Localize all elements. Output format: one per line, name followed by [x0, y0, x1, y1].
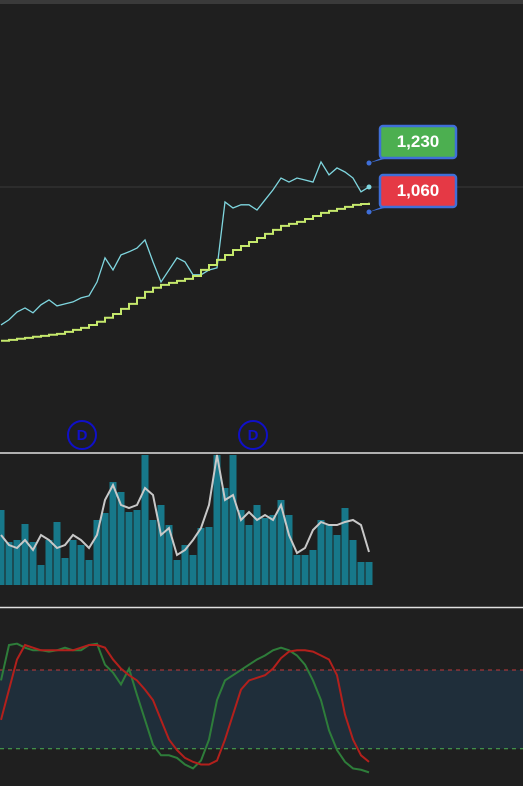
volume-bar	[357, 562, 365, 585]
volume-bar	[293, 555, 301, 585]
volume-bar	[5, 542, 13, 585]
volume-bar	[157, 505, 165, 585]
callout-box	[378, 124, 458, 160]
volume-bar	[101, 513, 109, 585]
volume-bar	[149, 520, 157, 585]
volume-bar	[317, 520, 325, 585]
callout-label: 1,060	[397, 181, 440, 200]
volume-bar	[69, 540, 77, 585]
volume-bar	[117, 492, 125, 585]
top-bar	[0, 0, 523, 4]
volume-bar	[261, 518, 269, 585]
volume-bar	[0, 510, 5, 585]
volume-bar	[197, 528, 205, 585]
volume-bar	[269, 515, 277, 585]
volume-bar	[165, 525, 173, 585]
volume-bar	[349, 540, 357, 585]
volume-bar	[53, 522, 61, 585]
volume-bar	[301, 555, 309, 585]
callout-box	[378, 173, 458, 209]
volume-bar	[205, 527, 213, 585]
volume-bar	[245, 525, 253, 585]
volume-bar	[221, 488, 229, 585]
oscillator-line	[0, 642, 370, 774]
event-marker	[238, 420, 268, 450]
volume-bar	[213, 455, 221, 585]
volume-bar	[285, 515, 293, 585]
volume-bar	[29, 542, 37, 585]
volume-bar	[125, 512, 133, 585]
volume-bar	[253, 505, 261, 585]
volume-bar	[277, 500, 285, 585]
volume-bar	[61, 558, 69, 585]
volume-bar	[13, 540, 21, 585]
volume-bar	[109, 482, 117, 585]
volume-bar	[309, 550, 317, 585]
volume-bar	[133, 510, 141, 585]
last-price-dot	[366, 184, 372, 190]
volume-bar	[141, 455, 149, 585]
event-marker-label: D	[248, 427, 259, 444]
volume-bar	[85, 560, 93, 585]
callout-dot	[366, 209, 372, 215]
volume-bar	[365, 562, 373, 585]
callout-label: 1,230	[397, 132, 440, 151]
price-line	[0, 160, 370, 326]
volume-bar	[93, 520, 101, 585]
volume-bar	[229, 455, 237, 585]
volume-bar	[325, 525, 333, 585]
volume-bar	[181, 545, 189, 585]
volume-bar	[237, 510, 245, 585]
oscillator-line	[0, 643, 370, 766]
volume-bar	[189, 555, 197, 585]
oscillator-band	[0, 669, 523, 749]
step-line	[1, 202, 370, 342]
volume-bar	[341, 508, 349, 585]
event-marker-label: D	[77, 427, 88, 444]
volume-ma-line	[0, 454, 370, 557]
volume-bar	[173, 560, 181, 585]
volume-bar	[77, 545, 85, 585]
event-marker	[67, 420, 97, 450]
volume-bar	[37, 565, 45, 585]
volume-bar	[21, 524, 29, 585]
volume-bar	[333, 535, 341, 585]
volume-bar	[45, 540, 53, 585]
callout-dot	[366, 160, 372, 166]
